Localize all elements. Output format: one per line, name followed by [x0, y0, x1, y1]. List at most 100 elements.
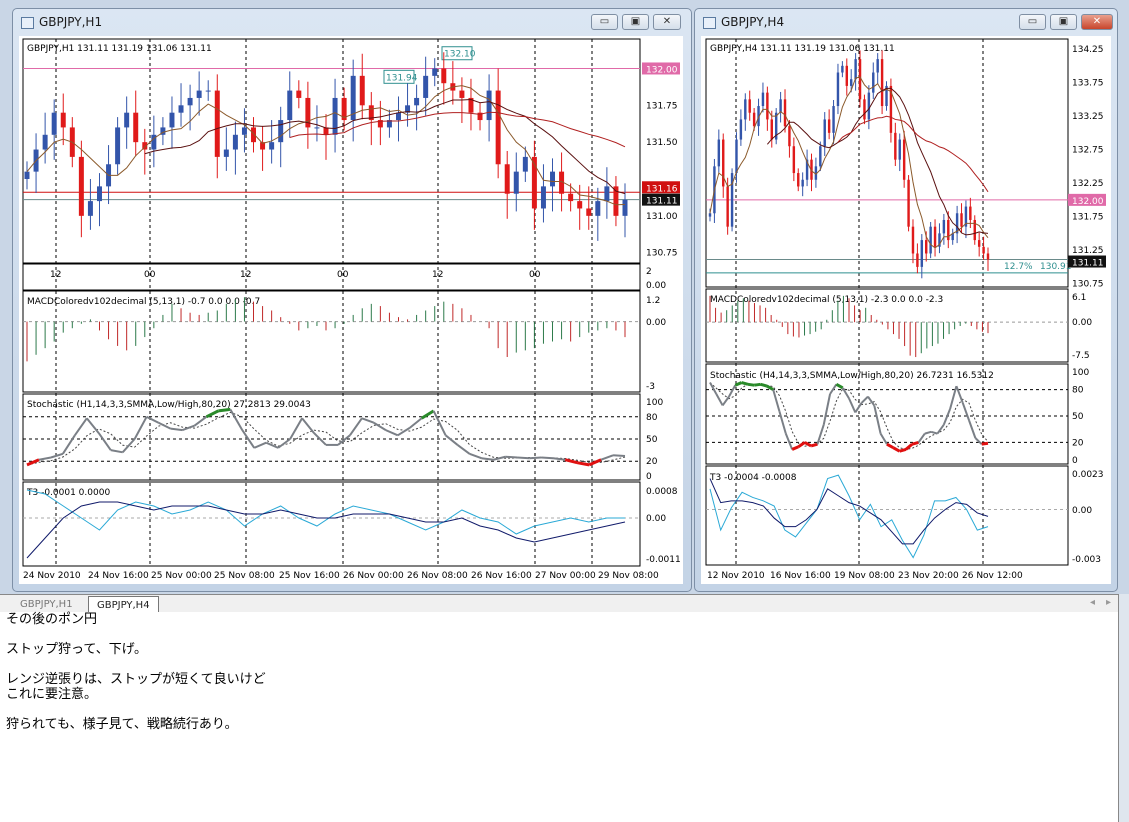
h1-strip-axis-top: 2 [646, 267, 652, 277]
h1-candle-body [169, 112, 175, 128]
h4-candle-body [898, 139, 901, 160]
h4-candle-body [902, 139, 906, 180]
h1-stoch-main [493, 455, 506, 461]
h4-stoch-main [981, 441, 989, 446]
h1-stoch-main [432, 410, 447, 436]
h4-candle-body [792, 146, 796, 174]
h4-stoch-tick: 50 [1072, 412, 1084, 422]
h1-stoch-label: Stochastic (H1,14,3,3,SMMA,Low/High,80,2… [27, 400, 311, 410]
h1-hour-label: 12 [50, 270, 61, 280]
h4-price-label-bg [1068, 255, 1106, 268]
h1-candle-body [223, 149, 229, 157]
h1-stoch-main [241, 429, 256, 449]
charts-canvas[interactable]: GBPJPY,H1 131.11 131.19 131.06 131.11 MA… [0, 0, 1129, 594]
h1-candle-body [196, 90, 202, 98]
h4-stoch-main [873, 405, 882, 434]
h1-price-box-label: 131.94 [386, 73, 418, 83]
h1-candle-body [341, 97, 347, 121]
memo-line [6, 702, 1118, 717]
h4-stoch-main [734, 381, 743, 387]
h1-candle-body [241, 127, 247, 135]
h4-candle-body [947, 219, 950, 241]
h1-strip-axis-bottom: 0.00 [646, 281, 666, 291]
h4-stoch-main [974, 437, 983, 445]
h4-stoch-main [728, 384, 737, 398]
h4-candle-body [788, 126, 791, 147]
minimize-button[interactable]: ▭ [1019, 14, 1046, 30]
h4-chart-background [701, 36, 1111, 584]
h1-candle-body [622, 199, 628, 216]
h1-price-label: 131.16 [646, 184, 678, 194]
h4-stoch-main [784, 433, 794, 450]
h4-price-tick: 134.25 [1072, 45, 1104, 55]
maximize-button[interactable]: ▣ [1050, 14, 1077, 30]
memo-line [6, 657, 1118, 672]
h4-candle-body [827, 119, 831, 133]
h4-stoch-main [961, 402, 970, 421]
h1-date-label: 25 Nov 00:00 [151, 571, 212, 581]
h1-date-label: 25 Nov 16:00 [279, 571, 340, 581]
h1-candle-body [459, 90, 465, 98]
h4-candle-body [779, 99, 782, 113]
h1-candle-body [187, 97, 193, 106]
h4-candle-body [722, 139, 725, 187]
h4-macd-label: MACDColoredv102decimal (5,13,1) -2.3 0.0… [710, 295, 943, 305]
chart-window-icon [21, 17, 34, 29]
h1-stoch-tick: 80 [646, 413, 658, 423]
h1-candle-body [96, 186, 102, 202]
h4-stoch-tick: 100 [1072, 368, 1089, 378]
h1-stoch-main [600, 454, 614, 461]
h4-macd-axis-top: 6.1 [1072, 293, 1086, 303]
close-button[interactable]: ✕ [1081, 14, 1113, 30]
h4-candle-body [735, 139, 738, 174]
h4-candle-body [849, 79, 853, 86]
h4-chart[interactable]: GBPJPY,H4 131.11 131.19 131.06 131.11 MA… [701, 36, 1111, 584]
h4-candle-body [880, 59, 884, 107]
h4-price-tick: 131.25 [1072, 246, 1104, 256]
h1-candle-body [595, 201, 601, 216]
h4-stoch-main [822, 393, 832, 426]
h4-candle-body [885, 85, 888, 107]
tab-gbpjpy-h4[interactable]: GBPJPY,H4 [88, 596, 159, 614]
h1-stoch-main [265, 441, 279, 449]
h4-candle-body [907, 179, 910, 227]
h1-macd-axis-top: 1.2 [646, 296, 660, 306]
h1-stoch-main [517, 456, 530, 460]
h4-stoch-main [797, 441, 806, 449]
h1-candle-body [160, 127, 166, 135]
h1-stoch-main [564, 458, 578, 465]
h1-candle-body [287, 90, 293, 121]
h1-price-label-bg [642, 62, 680, 75]
h1-stoch-tick: 0 [646, 472, 652, 482]
h4-price-tick: 132.75 [1072, 146, 1104, 156]
h4-stoch-main [917, 433, 926, 443]
memo-line: その後のポン円 [6, 612, 98, 627]
vertical-scrollbar[interactable] [1118, 594, 1129, 822]
h1-hour-label: 12 [240, 270, 251, 280]
tab-scroll-left-icon[interactable]: ◂ [1090, 597, 1096, 608]
h4-candle-body [757, 106, 760, 127]
h1-stoch-main [349, 417, 363, 436]
h4-t3-axis-bottom: -0.003 [1072, 555, 1101, 565]
h1-chart[interactable]: GBPJPY,H1 131.11 131.19 131.06 131.11 MA… [19, 36, 683, 584]
tab-scroll-right-icon[interactable]: ▸ [1106, 597, 1112, 608]
memo-text-area[interactable]: その後のポン円 ストップ狩って、下げ。 レンジ逆張りは、ストップが短くて良いけど… [0, 612, 1118, 822]
h4-moving-average [709, 76, 989, 249]
h1-price-label-bg [642, 193, 680, 206]
tab-gbpjpy-h1[interactable]: GBPJPY,H1 [20, 599, 73, 610]
h1-price-label-bg [642, 181, 680, 194]
h1-chart-background [19, 36, 683, 584]
h1-candle-body [151, 134, 157, 150]
h1-date-label: 26 Nov 08:00 [407, 571, 468, 581]
h1-stoch-main [337, 434, 351, 446]
h1-candle-body [24, 171, 30, 179]
close-button[interactable]: ✕ [653, 14, 681, 30]
h1-price-tick: 131.50 [646, 138, 678, 148]
h1-candle-body [522, 156, 528, 172]
minimize-button[interactable]: ▭ [591, 14, 618, 30]
h1-candle-body [323, 127, 329, 135]
h1-price-box [383, 69, 415, 84]
maximize-button[interactable]: ▣ [622, 14, 649, 30]
h1-candle-body [314, 127, 320, 129]
h4-candle-body [969, 206, 972, 220]
